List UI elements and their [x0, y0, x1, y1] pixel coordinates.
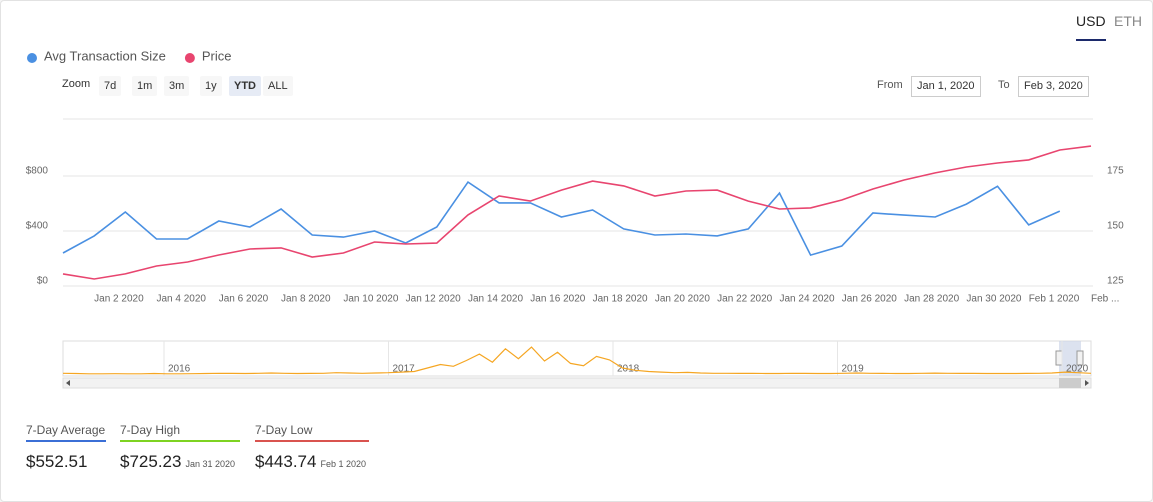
navigator-handle[interactable] [1055, 350, 1063, 366]
x-tick-label: Jan 20 2020 [655, 294, 710, 305]
navigator-frame [62, 340, 1092, 377]
x-tick-label: Jan 28 2020 [904, 294, 959, 305]
x-tick-label: Jan 12 2020 [406, 294, 461, 305]
y2-tick-label: 150 [1107, 221, 1124, 232]
x-tick-label: Jan 4 2020 [156, 294, 206, 305]
currency-tab[interactable]: ETH [1114, 13, 1142, 29]
chart: $0 $400 $800 125 150 175 Jan 2 2020 Jan 4 2020 J… [26, 48, 1124, 389]
stat: 7-Day Low $443.74 Feb 1 2020 [255, 423, 369, 472]
stat-date: Feb 1 2020 [320, 459, 366, 469]
scrollbar-track[interactable] [62, 377, 1092, 389]
legend-label: Price [202, 48, 232, 63]
date-input[interactable]: Feb 3, 2020 [1018, 76, 1089, 97]
zoom-button[interactable]: 1m [132, 76, 158, 96]
zoom-button[interactable]: YTD [229, 76, 261, 96]
currency-tab[interactable]: USD [1076, 13, 1106, 41]
y-tick-label: $0 [37, 276, 49, 287]
legend-label: Avg Transaction Size [44, 48, 166, 63]
x-tick-label: Jan 26 2020 [842, 294, 897, 305]
x-tick-label: Jan 10 2020 [343, 294, 398, 305]
scroll-right[interactable] [1085, 380, 1089, 386]
stat-value: $552.51 [26, 452, 106, 472]
y2-tick-label: 125 [1107, 276, 1124, 287]
stat-label: 7-Day Average [26, 423, 106, 442]
date-input[interactable]: Jan 1, 2020 [911, 76, 981, 97]
x-tick-label: Feb ... [1091, 294, 1119, 305]
x-tick-label: Jan 22 2020 [717, 294, 772, 305]
range-label: From [877, 79, 903, 91]
x-tick-label: Jan 30 2020 [966, 294, 1021, 305]
stat: 7-Day High $725.23 Jan 31 2020 [120, 423, 240, 472]
series-line [62, 145, 1092, 280]
x-tick-label: Jan 6 2020 [219, 294, 269, 305]
stat-number: $552.51 [26, 452, 88, 471]
stat-label: 7-Day High [120, 423, 240, 442]
series-line [62, 180, 1061, 257]
zoom-button[interactable]: ALL [263, 76, 293, 96]
y-tick-label: $800 [26, 166, 49, 177]
range-label: To [998, 79, 1010, 91]
scroll-left[interactable] [66, 380, 70, 386]
stat-date: Jan 31 2020 [185, 459, 235, 469]
stat-label: 7-Day Low [255, 423, 369, 442]
navigator-handle[interactable] [1076, 350, 1084, 366]
x-tick-label: Jan 18 2020 [593, 294, 648, 305]
zoom-button[interactable]: 7d [99, 76, 122, 96]
navigator-year: 2017 [393, 364, 416, 375]
zoom-button[interactable]: 3m [164, 76, 190, 96]
navigator-year: 2016 [168, 364, 191, 375]
navigator-year: 2019 [842, 364, 865, 375]
legend-marker [27, 53, 37, 63]
x-tick-label: Jan 2 2020 [94, 294, 144, 305]
x-tick-label: Feb 1 2020 [1029, 294, 1080, 305]
y-tick-label: $400 [26, 221, 49, 232]
stat-value: $725.23 Jan 31 2020 [120, 452, 240, 472]
navigator-line [62, 346, 1092, 375]
x-tick-label: Jan 14 2020 [468, 294, 523, 305]
x-tick-label: Jan 8 2020 [281, 294, 331, 305]
zoom-button[interactable]: 1y [200, 76, 222, 96]
legend-marker [184, 53, 195, 63]
x-tick-label: Jan 24 2020 [779, 294, 834, 305]
stat-number: $443.74 [255, 452, 317, 471]
navigator-year: 2020 [1066, 364, 1089, 375]
x-tick-label: Jan 16 2020 [530, 294, 585, 305]
navigator-selection[interactable] [1059, 341, 1081, 376]
stat-number: $725.23 [120, 452, 182, 471]
stat-value: $443.74 Feb 1 2020 [255, 452, 369, 472]
scrollbar-thumb[interactable] [1059, 378, 1081, 388]
stat: 7-Day Average $552.51 [26, 423, 106, 472]
zoom-label: Zoom [62, 78, 91, 90]
y2-tick-label: 175 [1107, 166, 1124, 177]
